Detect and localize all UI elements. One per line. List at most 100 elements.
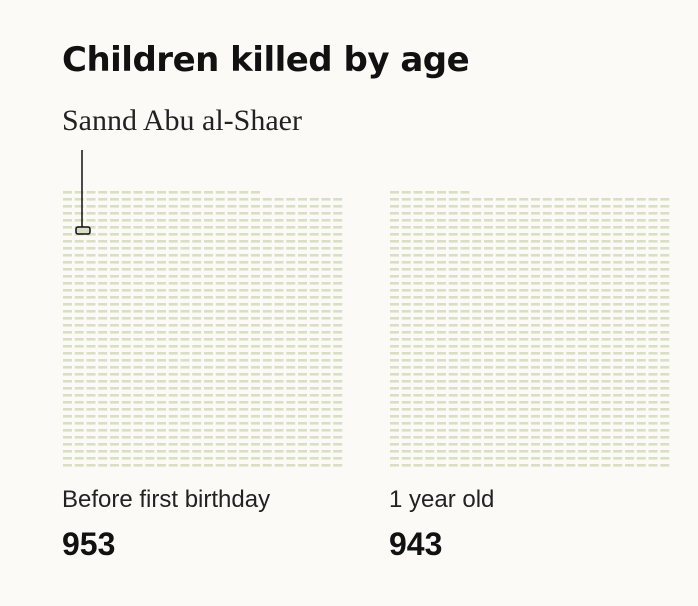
waffle-mark [133,303,143,306]
waffle-mark [472,443,482,446]
waffle-mark [531,254,540,257]
waffle-mark [86,268,96,271]
waffle-mark [390,436,399,439]
waffle-mark [110,373,119,376]
waffle-mark [63,282,72,285]
waffle-mark [554,226,564,229]
waffle-mark [180,387,190,390]
waffle-mark [192,373,202,376]
waffle-mark [262,415,272,418]
waffle-mark [554,261,564,264]
waffle-mark [589,345,599,348]
waffle-mark [227,212,237,215]
waffle-mark [110,254,119,257]
waffle-mark [74,275,84,278]
waffle-mark [601,268,611,271]
waffle-mark [660,415,670,418]
waffle-mark [425,226,435,229]
waffle-mark [262,233,272,236]
waffle-mark [227,408,237,411]
waffle-mark [636,359,646,362]
waffle-mark [239,401,249,404]
waffle-mark [286,457,296,460]
waffle-mark [495,380,505,383]
waffle-mark [589,317,599,320]
waffle-mark [157,345,166,348]
waffle-mark [601,254,611,257]
waffle-mark [298,296,307,299]
waffle-mark [251,366,260,369]
waffle-mark [133,359,143,362]
waffle-mark [227,331,237,334]
waffle-mark [601,422,611,425]
waffle-mark [180,345,190,348]
waffle-mark [495,324,505,327]
waffle-mark [262,198,272,201]
waffle-mark [578,457,587,460]
waffle-mark [333,268,343,271]
waffle-mark [286,233,296,236]
waffle-mark [625,450,634,453]
waffle-mark [98,275,108,278]
waffle-mark [63,373,72,376]
waffle-mark [484,261,493,264]
waffle-mark [309,310,319,313]
waffle-mark [321,317,331,320]
waffle-mark [460,254,470,257]
waffle-mark [507,443,517,446]
waffle-mark [413,282,423,285]
waffle-mark [262,366,272,369]
waffle-mark [448,366,458,369]
waffle-mark [86,282,96,285]
waffle-mark [460,324,470,327]
waffle-mark [63,219,72,222]
waffle-mark [401,387,411,390]
waffle-mark [531,429,540,432]
waffle-mark [437,289,446,292]
waffle-mark [251,380,260,383]
panel-value-1-year-old: 943 [389,526,443,562]
waffle-mark [519,240,529,243]
waffle-mark [437,205,446,208]
waffle-mark [286,254,296,257]
waffle-mark [63,450,72,453]
waffle-mark [321,261,331,264]
waffle-mark [121,366,131,369]
waffle-mark [157,436,166,439]
waffle-mark [63,289,72,292]
waffle-mark [472,310,482,313]
waffle-mark [133,338,143,341]
waffle-mark [180,198,190,201]
waffle-mark [507,296,517,299]
waffle-mark [390,317,399,320]
waffle-mark [204,464,213,467]
waffle-mark [401,303,411,306]
waffle-mark [390,401,399,404]
waffle-mark [98,345,108,348]
waffle-mark [578,254,587,257]
waffle-mark [145,429,155,432]
waffle-mark [180,317,190,320]
waffle-mark [401,310,411,313]
waffle-mark [74,331,84,334]
waffle-mark [519,212,529,215]
waffle-mark [425,359,435,362]
waffle-mark [74,436,84,439]
waffle-mark [648,394,658,397]
waffle-mark [121,303,131,306]
waffle-mark [133,282,143,285]
waffle-mark [648,338,658,341]
waffle-mark [145,219,155,222]
waffle-mark [333,380,343,383]
waffle-mark [133,380,143,383]
waffle-mark [566,198,576,201]
waffle-mark [192,268,202,271]
waffle-mark [274,338,284,341]
waffle-mark [239,268,249,271]
waffle-mark [298,345,307,348]
waffle-mark [472,401,482,404]
waffle-mark [425,457,435,460]
waffle-mark [333,450,343,453]
waffle-mark [262,289,272,292]
waffle-mark [74,317,84,320]
